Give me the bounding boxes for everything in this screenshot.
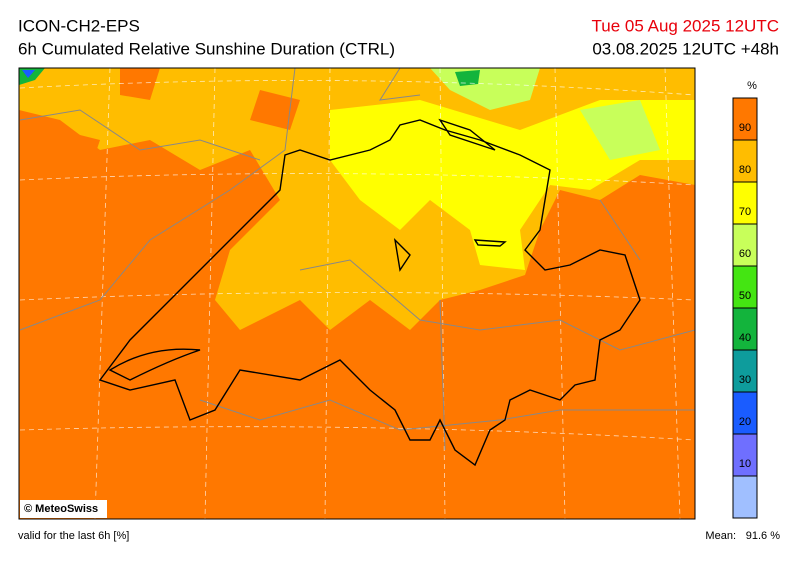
map-title: 6h Cumulated Relative Sunshine Duration … [18, 39, 395, 58]
valid-time: Tue 05 Aug 2025 12UTC [592, 16, 779, 35]
credit: © MeteoSwiss [24, 503, 98, 515]
colorbar-tick-label: 80 [739, 164, 751, 176]
colorbar-segment [733, 98, 757, 140]
regional-borders [19, 67, 696, 451]
colorbar-segment [733, 308, 757, 350]
colorbar-tick-label: 90 [739, 122, 751, 134]
country-borders [98, 118, 641, 467]
credit-box [20, 500, 107, 518]
colorbar-tick-label: 30 [739, 374, 751, 386]
map-frame [18, 67, 696, 520]
colorbar-tick-label: 70 [739, 206, 751, 218]
model-name: ICON-CH2-EPS [18, 16, 140, 35]
colorbar-segment [733, 434, 757, 476]
colorbar-tick-label: 20 [739, 416, 751, 428]
sunshine-20-30 [22, 70, 35, 78]
colorbar-segment [733, 476, 757, 518]
colorbar-unit: % [747, 80, 757, 92]
colorbar-segment [733, 140, 757, 182]
colorbar-segment [733, 350, 757, 392]
colorbar-segment [733, 182, 757, 224]
graticule [19, 67, 696, 520]
sunshine-60-70 [430, 68, 660, 160]
colorbar-tick-label: 10 [739, 458, 751, 470]
colorbar-tick-label: 40 [739, 332, 751, 344]
colorbar: 10 20 30 40 50 60 70 80 90 [732, 97, 758, 519]
mean-value: 91.6 % [746, 530, 780, 542]
colorbar-segment [733, 392, 757, 434]
run-time: 03.08.2025 12UTC +48h [592, 39, 779, 58]
mean-label: Mean: [705, 530, 736, 542]
colorbar-segment [733, 266, 757, 308]
map: © MeteoSwiss [18, 67, 696, 520]
sunshine-90-100 [50, 68, 300, 170]
colorbar-segment [733, 224, 757, 266]
validity-note: valid for the last 6h [%] [18, 530, 129, 542]
colorbar-tick-label: 60 [739, 248, 751, 260]
colorbar-tick-label: 50 [739, 290, 751, 302]
